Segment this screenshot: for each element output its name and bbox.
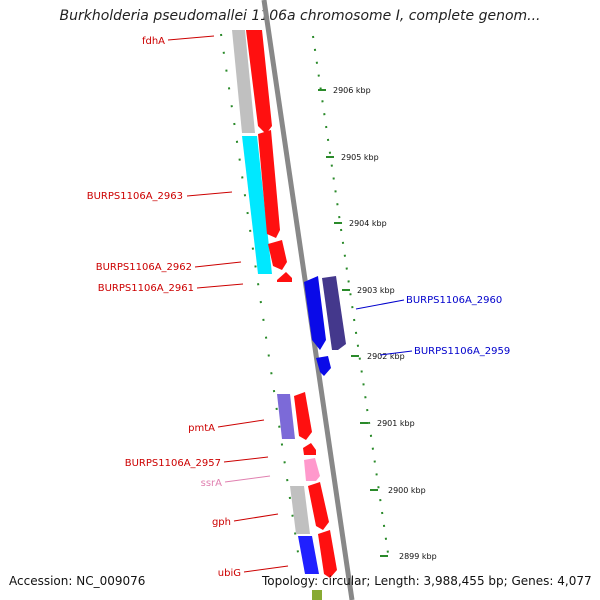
gene-block-bottom-green [312, 590, 322, 600]
gene-label-2962[interactable]: BURPS1106A_2962 [96, 262, 192, 273]
map-title: Burkholderia pseudomallei 1106a chromoso… [59, 8, 541, 24]
leader-2961 [196, 283, 244, 289]
gene-label-2960[interactable]: BURPS1106A_2960 [406, 295, 502, 306]
kbp-label-2904: 2904 kbp [349, 219, 387, 228]
kbp-label-2905: 2905 kbp [341, 153, 379, 162]
gene-arrow-2959[interactable] [316, 356, 331, 376]
gene-arrow-ssrA[interactable] [304, 458, 320, 481]
gene-arrow-2963[interactable] [258, 130, 280, 238]
leader-2957 [223, 456, 269, 463]
gene-block-gph-gray[interactable] [290, 486, 310, 534]
gene-block-2963-cyan[interactable] [242, 136, 272, 274]
kbp-label-2903: 2903 kbp [357, 286, 395, 295]
kbp-label-2900: 2900 kbp [388, 486, 426, 495]
leader-2963 [186, 191, 233, 197]
gene-label-ubiG[interactable]: ubiG [218, 568, 241, 579]
gene-label-ssrA[interactable]: ssrA [201, 478, 223, 489]
gene-arrow-2962[interactable] [268, 240, 287, 270]
gene-block-ubiG-blue[interactable] [298, 536, 319, 574]
kbp-label-2901: 2901 kbp [377, 419, 415, 428]
leader-ubiG [243, 565, 289, 573]
gene-arrow-2961[interactable] [277, 272, 292, 282]
gene-label-2959[interactable]: BURPS1106A_2959 [414, 346, 510, 357]
gene-arrow-2957[interactable] [303, 443, 316, 455]
gene-arrow-gph[interactable] [308, 482, 329, 530]
leader-2962 [194, 261, 242, 268]
gene-label-fdhA[interactable]: fdhA [142, 36, 165, 47]
leader-pmtA [217, 419, 265, 428]
gene-arrow-ubiG[interactable] [318, 530, 337, 578]
gene-block-2960-purple[interactable] [322, 276, 346, 350]
gene-arrow-fdhA[interactable] [246, 30, 272, 134]
inner-tick-arc-right [312, 35, 390, 561]
leader-fdhA [167, 35, 215, 41]
leader-2960 [355, 299, 405, 310]
gene-label-gph[interactable]: gph [212, 517, 231, 528]
gene-label-2963[interactable]: BURPS1106A_2963 [87, 191, 183, 202]
gene-block-fdhA-gray[interactable] [232, 30, 255, 133]
leader-gph [233, 513, 279, 522]
gene-label-pmtA[interactable]: pmtA [188, 423, 215, 434]
kbp-label-2899: 2899 kbp [399, 552, 437, 561]
leader-2959 [379, 350, 413, 356]
kbp-label-2906: 2906 kbp [333, 86, 371, 95]
leader-ssrA [224, 475, 271, 483]
gene-arrow-2960[interactable] [304, 276, 326, 350]
gene-label-2961[interactable]: BURPS1106A_2961 [98, 283, 194, 294]
gene-arrow-pmtA[interactable] [294, 392, 312, 440]
gene-block-pmtA-purple[interactable] [277, 394, 295, 439]
gene-label-2957[interactable]: BURPS1106A_2957 [125, 458, 221, 469]
kbp-tick-marks [318, 89, 388, 557]
kbp-label-2902: 2902 kbp [367, 352, 405, 361]
accession-label: Accession: NC_009076 [9, 574, 146, 588]
genome-stats-label: Topology: circular; Length: 3,988,455 bp… [262, 574, 592, 588]
